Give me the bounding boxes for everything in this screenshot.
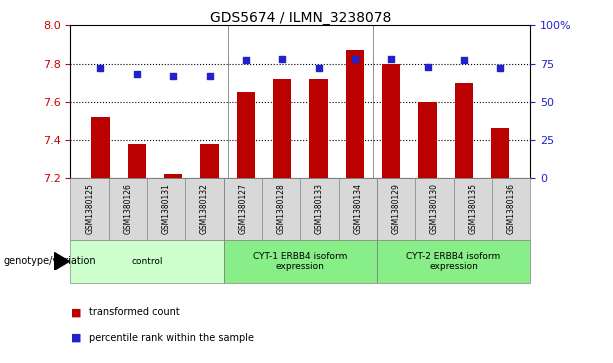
Text: ■: ■ <box>70 307 81 317</box>
Bar <box>200 144 219 178</box>
Bar <box>377 240 530 283</box>
Bar <box>262 178 300 240</box>
Bar <box>224 178 262 240</box>
Bar <box>164 174 182 178</box>
Bar <box>186 178 224 240</box>
Bar <box>377 178 416 240</box>
Point <box>168 73 178 79</box>
Bar <box>382 64 400 178</box>
Bar <box>338 178 377 240</box>
Bar <box>454 178 492 240</box>
Text: GSM1380130: GSM1380130 <box>430 183 439 234</box>
Text: percentile rank within the sample: percentile rank within the sample <box>89 333 254 343</box>
Bar <box>455 83 473 178</box>
Bar <box>346 50 364 178</box>
Text: genotype/variation: genotype/variation <box>3 256 96 266</box>
Bar <box>70 240 224 283</box>
Point <box>132 71 142 77</box>
Bar <box>128 144 146 178</box>
Text: GSM1380131: GSM1380131 <box>162 183 171 234</box>
Text: GSM1380127: GSM1380127 <box>238 183 248 234</box>
Bar <box>310 79 327 178</box>
Point <box>350 56 360 62</box>
Text: CYT-2 ERBB4 isoform
expression: CYT-2 ERBB4 isoform expression <box>406 252 501 271</box>
Bar <box>70 178 109 240</box>
Point <box>241 58 251 64</box>
Text: transformed count: transformed count <box>89 307 180 317</box>
Point <box>423 64 433 69</box>
Bar <box>91 117 110 178</box>
Bar <box>224 240 377 283</box>
Text: GSM1380132: GSM1380132 <box>200 183 209 234</box>
Bar <box>300 178 338 240</box>
Text: GSM1380129: GSM1380129 <box>392 183 401 234</box>
Text: GSM1380135: GSM1380135 <box>468 183 478 234</box>
Bar <box>273 79 291 178</box>
Text: CYT-1 ERBB4 isoform
expression: CYT-1 ERBB4 isoform expression <box>253 252 348 271</box>
Text: GSM1380133: GSM1380133 <box>315 183 324 234</box>
Point <box>386 56 396 62</box>
Text: GSM1380128: GSM1380128 <box>276 183 286 234</box>
Point <box>314 65 324 71</box>
Point <box>205 73 215 79</box>
Bar <box>492 178 530 240</box>
Text: GSM1380125: GSM1380125 <box>85 183 94 234</box>
Point <box>96 65 105 71</box>
Polygon shape <box>54 252 69 270</box>
Bar <box>237 92 255 178</box>
Bar <box>491 129 509 178</box>
Text: ■: ■ <box>70 333 81 343</box>
Point <box>459 58 469 64</box>
Text: GSM1380134: GSM1380134 <box>353 183 362 234</box>
Point <box>495 65 505 71</box>
Bar <box>109 178 147 240</box>
Bar <box>419 102 436 178</box>
Text: control: control <box>131 257 163 266</box>
Point <box>277 56 287 62</box>
Text: GDS5674 / ILMN_3238078: GDS5674 / ILMN_3238078 <box>210 11 391 25</box>
Bar <box>416 178 454 240</box>
Text: GSM1380136: GSM1380136 <box>506 183 516 234</box>
Bar <box>147 178 186 240</box>
Text: GSM1380126: GSM1380126 <box>123 183 132 234</box>
